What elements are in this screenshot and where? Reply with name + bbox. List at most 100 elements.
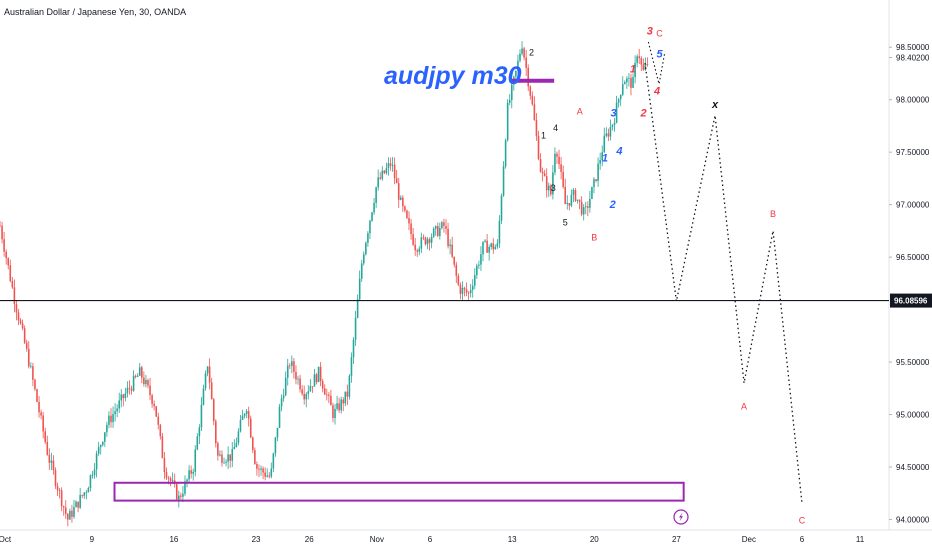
candle-body (190, 470, 192, 474)
candle-body (498, 220, 501, 244)
candle-body (118, 400, 121, 409)
candle-body (315, 374, 318, 383)
candle-body (229, 454, 231, 461)
candle-body (508, 100, 511, 103)
candle-body (44, 431, 47, 443)
candle-body (30, 366, 32, 368)
candle-body (165, 472, 168, 478)
candle-body (560, 164, 562, 172)
candle-body (42, 415, 44, 432)
candle-body (25, 342, 28, 349)
price-axis[interactable]: 98.50000 98.40200 98.00000 97.50000 97.00000… (889, 43, 932, 525)
candle-body (221, 454, 223, 463)
candle-body (601, 152, 604, 161)
candle-body (194, 449, 197, 472)
y-tick-label: 96.50000 (896, 253, 930, 262)
candle-body (81, 494, 84, 496)
candle-body (365, 242, 367, 255)
candle-body (141, 367, 143, 378)
candle-body (393, 164, 396, 179)
candle-body (50, 460, 53, 463)
candle-body (356, 299, 359, 318)
candle-body (432, 228, 435, 237)
candle-body (67, 513, 69, 520)
candle-body (377, 177, 379, 188)
candle-body (60, 490, 63, 507)
candle-body (369, 220, 371, 234)
candle-body (395, 178, 398, 184)
candle-body (48, 454, 51, 463)
candle-body (321, 381, 324, 389)
candle-body (443, 222, 445, 226)
x-tick-label: 13 (508, 535, 517, 544)
candle-body (112, 414, 114, 423)
candle-body (428, 239, 431, 243)
candle-body (603, 135, 606, 153)
candle-body (457, 275, 460, 285)
candle-body (537, 135, 540, 160)
candle-body (632, 77, 634, 88)
candle-body (488, 247, 490, 253)
candle-body (184, 481, 186, 494)
wave-label-8: 3 (647, 26, 653, 38)
candle-body (143, 377, 145, 385)
candle-body (155, 406, 158, 417)
candle-body (299, 378, 301, 390)
candle-body (301, 389, 303, 394)
projection-label-0: x (711, 99, 719, 111)
candle-body (362, 254, 365, 264)
wave-label-11: 4 (653, 85, 660, 97)
candle-body (54, 470, 57, 486)
y-tick-label: 98.00000 (896, 96, 930, 105)
candle-body (27, 348, 30, 367)
candle-body (467, 292, 470, 294)
x-tick-label: 27 (672, 535, 681, 544)
candle-body (239, 419, 242, 432)
candle-body (476, 265, 478, 276)
candle-body (344, 391, 347, 404)
current-price-badge[interactable] (890, 293, 932, 308)
candle-body (32, 366, 34, 380)
time-axis[interactable]: Oct 9 16 23 26 Nov 6 13 20 27 Dec 6 11 (0, 535, 865, 544)
candle-body (132, 375, 135, 391)
candle-body (591, 186, 593, 199)
candle-body (593, 179, 595, 187)
wave-label-6: B (591, 232, 597, 242)
candle-body (97, 447, 100, 454)
candle-body (266, 475, 268, 477)
candle-body (169, 478, 172, 481)
candle-body (566, 203, 569, 205)
x-tick-label: 11 (856, 535, 865, 544)
candle-body (482, 241, 484, 255)
support-zone-rectangle[interactable] (113, 481, 685, 502)
candle-body (533, 104, 536, 121)
candle-body (500, 195, 503, 221)
candle-body (621, 84, 624, 95)
lightning-icon[interactable] (673, 509, 689, 525)
candle-body (640, 58, 643, 65)
candle-body (350, 357, 353, 376)
candle-body (7, 258, 10, 266)
candle-body (543, 173, 546, 177)
candle-body (233, 446, 236, 450)
wave-label-1: 1 (541, 131, 546, 141)
candle-body (272, 453, 275, 469)
candle-body (615, 102, 618, 123)
projection-path[interactable] (644, 62, 803, 504)
candle-body (286, 365, 289, 378)
candle-body (630, 77, 632, 88)
candle-body (227, 454, 229, 462)
candle-body (208, 366, 211, 383)
candle-body (178, 495, 180, 500)
candle-body (391, 164, 394, 166)
candle-body (506, 102, 509, 141)
candle-body (609, 126, 612, 137)
candle-body (589, 198, 591, 208)
candle-body (130, 388, 133, 391)
candle-body (611, 124, 614, 127)
candle-body (157, 416, 160, 425)
candle-body (424, 237, 427, 245)
candle-body (270, 468, 273, 477)
wave-label-7: C (656, 29, 663, 39)
